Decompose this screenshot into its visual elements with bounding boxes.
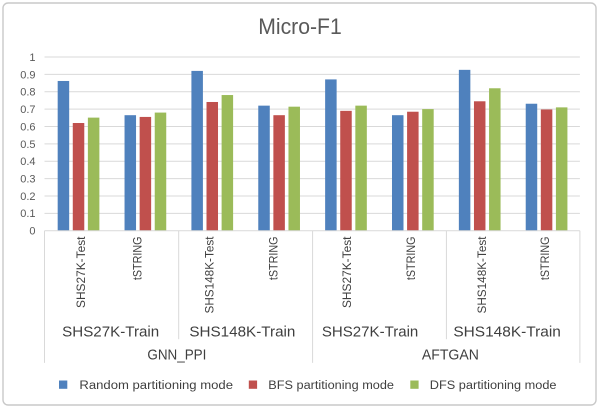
svg-text:SHS148K-Train: SHS148K-Train (453, 324, 561, 341)
svg-text:0.8: 0.8 (20, 87, 35, 99)
svg-text:SHS148K-Test: SHS148K-Test (475, 236, 489, 314)
svg-text:tSTRING: tSTRING (130, 236, 144, 280)
svg-text:Micro-F1: Micro-F1 (258, 14, 342, 39)
svg-text:0.9: 0.9 (20, 69, 35, 81)
svg-text:1: 1 (29, 52, 35, 64)
svg-text:SHS27K-Train: SHS27K-Train (62, 324, 159, 341)
svg-text:0.3: 0.3 (20, 173, 35, 185)
svg-text:AFTGAN: AFTGAN (422, 348, 479, 364)
svg-text:BFS partitioning mode: BFS partitioning mode (268, 380, 394, 392)
svg-text:tSTRING: tSTRING (404, 237, 418, 281)
svg-text:0.7: 0.7 (20, 104, 35, 116)
svg-text:SHS27K-Test: SHS27K-Test (74, 236, 88, 308)
svg-text:SHS27K-Test: SHS27K-Test (340, 236, 354, 308)
svg-text:DFS partitioning mode: DFS partitioning mode (430, 380, 557, 392)
svg-text:SHS148K-Test: SHS148K-Test (203, 236, 217, 314)
svg-text:0.1: 0.1 (20, 208, 35, 220)
svg-text:SHS148K-Train: SHS148K-Train (189, 324, 295, 341)
svg-text:GNN_PPI: GNN_PPI (147, 348, 206, 364)
svg-text:0.4: 0.4 (20, 156, 35, 168)
svg-text:0.5: 0.5 (20, 139, 35, 151)
svg-text:tSTRING: tSTRING (266, 237, 280, 281)
svg-text:SHS27K-Train: SHS27K-Train (322, 324, 418, 341)
svg-text:tSTRING: tSTRING (538, 237, 552, 281)
svg-text:Random partitioning mode: Random partitioning mode (79, 380, 233, 392)
svg-text:0: 0 (29, 226, 35, 238)
svg-text:0.6: 0.6 (20, 121, 35, 133)
svg-text:0.2: 0.2 (20, 191, 35, 203)
